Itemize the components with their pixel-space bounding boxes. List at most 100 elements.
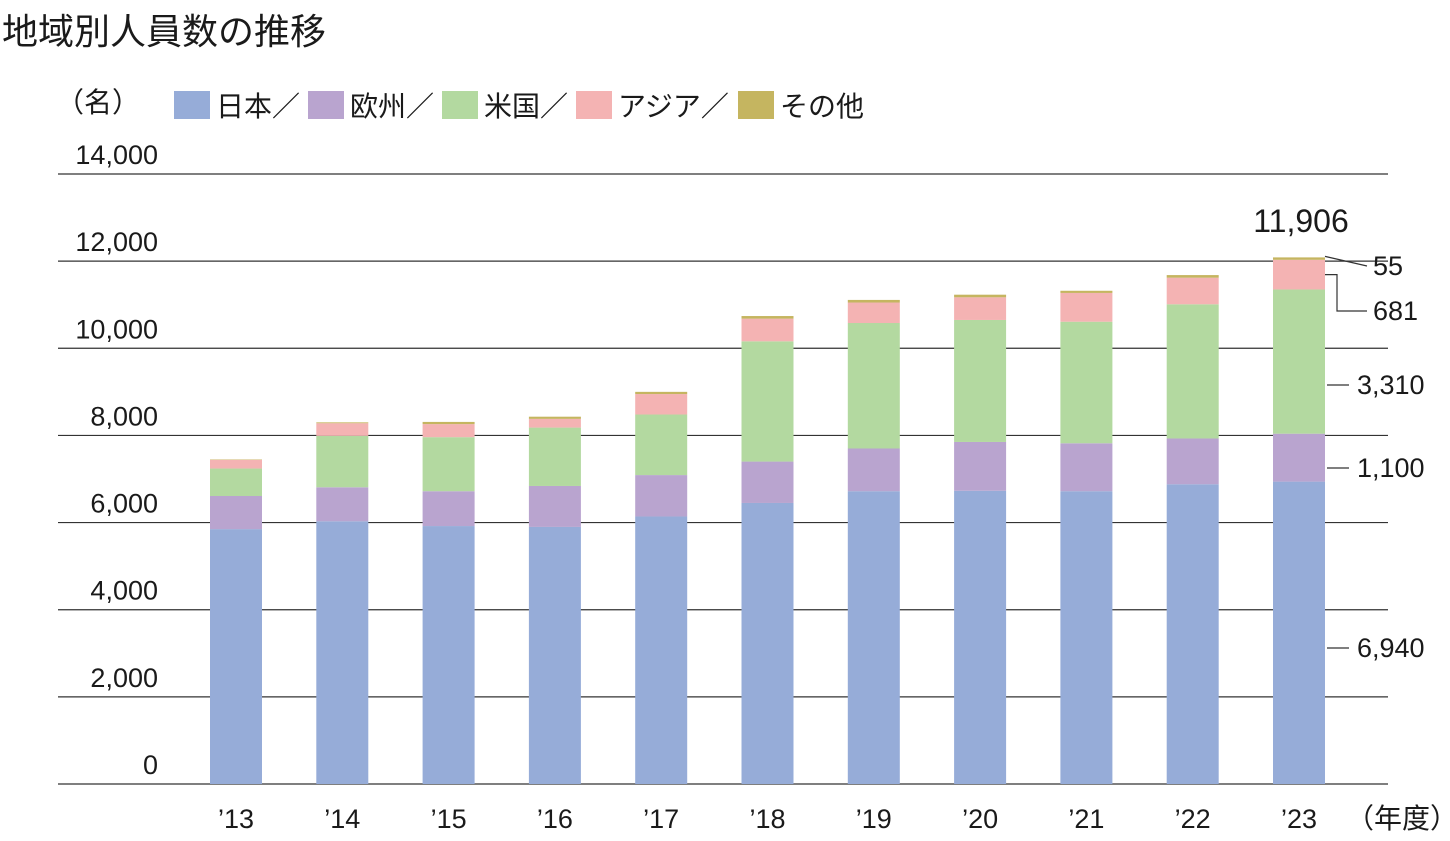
y-tick-label: 14,000: [75, 140, 158, 170]
legend-swatch: [174, 91, 210, 119]
bar-segment: [954, 294, 1007, 298]
bar-segment: [741, 502, 794, 784]
bar-segment: [1166, 275, 1219, 278]
legend-swatch: [738, 91, 774, 119]
bar-segment: [422, 424, 475, 438]
leader-line: [1325, 274, 1367, 312]
x-tick-label: ’21: [1068, 804, 1104, 834]
x-tick-label: ’13: [218, 804, 254, 834]
legend-label: 欧州／: [350, 90, 434, 123]
x-tick-label: ’16: [537, 804, 573, 834]
total-label: 11,906: [1253, 203, 1349, 239]
bar-segment: [635, 414, 688, 476]
y-axis-ticks: 0 2,000 4,000 6,000 8,000 10,000 12,000 14,000: [75, 140, 158, 780]
x-axis-ticks: ’13 ’14 ’15 ’16 ’17 ’18 ’19 ’20 ’21 ’22 ’23: [218, 804, 1317, 834]
chart-title: 地域別人員数の推移: [2, 12, 326, 53]
x-tick-label: ’14: [324, 804, 360, 834]
segment-value-label: 55: [1373, 251, 1403, 281]
segment-value-label: 681: [1373, 296, 1418, 326]
x-tick-label: ’17: [643, 804, 679, 834]
bar-segment: [528, 485, 581, 527]
bar-segment: [210, 529, 262, 784]
segment-value-label: 3,310: [1357, 370, 1425, 400]
x-tick-label: ’18: [749, 804, 785, 834]
legend-label: アジア／: [618, 90, 729, 123]
bar-segment: [847, 302, 900, 324]
bar-segment: [316, 487, 369, 522]
bar-segment: [847, 323, 900, 449]
legend-swatch: [576, 91, 612, 119]
legend-swatch: [442, 91, 478, 119]
annotations: 11,906 6,940 1,100 3,310 681 55: [1253, 203, 1424, 663]
legend-swatch: [308, 91, 344, 119]
leader-line: [1324, 255, 1368, 267]
bar-segment: [1273, 481, 1325, 784]
bar-segment: [635, 391, 688, 395]
bar-segment: [741, 316, 794, 319]
y-tick-label: 8,000: [90, 401, 158, 431]
x-tick-label: ’15: [431, 804, 467, 834]
legend: 日本／ 欧州／ 米国／ アジア／ その他: [174, 90, 864, 123]
x-tick-label: ’22: [1175, 804, 1211, 834]
bar-segment: [210, 468, 262, 496]
bar-segment: [1060, 290, 1113, 293]
bar-segment: [1060, 321, 1113, 444]
bar-segment: [316, 521, 369, 784]
y-tick-label: 0: [143, 750, 158, 780]
bar-segment: [422, 526, 475, 784]
bar-segment: [1060, 443, 1113, 492]
segment-value-label: 6,940: [1357, 633, 1425, 663]
bar-segment: [1273, 259, 1325, 290]
bar-segment: [316, 435, 369, 488]
bar-segment: [1166, 277, 1219, 305]
y-axis-unit-label: （名）: [56, 86, 140, 119]
bar-segment: [316, 422, 369, 424]
bar-segment: [210, 495, 262, 530]
bar-segment: [635, 394, 688, 415]
y-tick-label: 4,000: [90, 576, 158, 606]
bar-segment: [741, 341, 794, 462]
bar-segment: [1273, 433, 1325, 482]
bar-segment: [316, 423, 369, 436]
x-tick-label: ’19: [856, 804, 892, 834]
y-tick-label: 12,000: [75, 227, 158, 257]
bar-segment: [422, 491, 475, 527]
legend-label: 日本／: [216, 90, 300, 123]
bar-segment: [1273, 257, 1325, 260]
bar-segment: [1166, 484, 1219, 784]
y-tick-label: 10,000: [75, 314, 158, 344]
x-tick-label: ’20: [962, 804, 998, 834]
bar-segment: [635, 475, 688, 517]
bar-segment: [1166, 438, 1219, 485]
bar-segment: [741, 461, 794, 503]
bar-segment: [1273, 289, 1325, 434]
bar-segment: [847, 448, 900, 492]
bar-segment: [210, 459, 262, 469]
bar-segment: [422, 437, 475, 492]
segment-value-label: 1,100: [1357, 453, 1425, 483]
bar-segment: [1060, 292, 1113, 322]
legend-label: 米国／: [484, 90, 568, 123]
y-tick-label: 6,000: [90, 489, 158, 519]
bar-segment: [528, 427, 581, 486]
bar-segment: [954, 490, 1007, 784]
x-tick-label: ’23: [1281, 804, 1317, 834]
bar-segment: [1060, 491, 1113, 784]
bar-segment: [741, 318, 794, 342]
y-tick-label: 2,000: [90, 663, 158, 693]
bar-segment: [954, 441, 1007, 491]
legend-label: その他: [780, 90, 864, 123]
bar-segment: [528, 526, 581, 784]
bar-segment: [1166, 304, 1219, 439]
grid-lines: [58, 173, 1388, 785]
bar-segment: [422, 421, 475, 425]
bar-segment: [847, 299, 900, 303]
bar-segment: [954, 319, 1007, 442]
bars: [210, 257, 1325, 784]
bar-segment: [528, 418, 581, 428]
x-axis-unit-label: （年度）: [1346, 802, 1450, 835]
bar-segment: [847, 491, 900, 784]
bar-segment: [954, 297, 1007, 320]
